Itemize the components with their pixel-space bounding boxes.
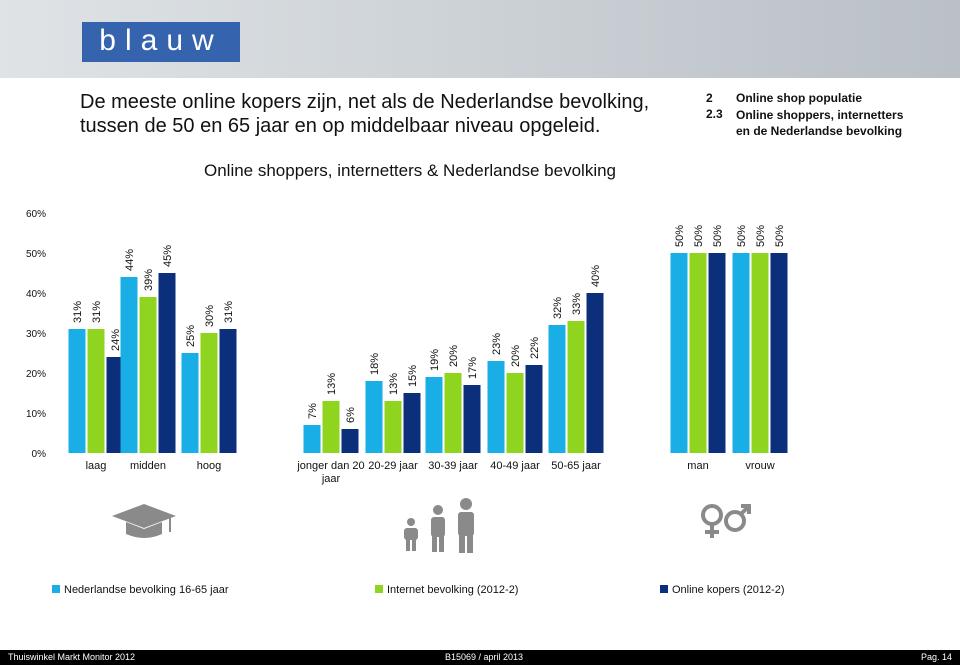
value-label: 44%: [124, 249, 136, 271]
value-label: 39%: [143, 269, 155, 291]
bar: [567, 321, 585, 453]
bar: [525, 365, 543, 453]
value-label: 23%: [491, 333, 503, 355]
y-tick-label: 60%: [26, 209, 46, 220]
value-label: 15%: [407, 365, 419, 387]
value-label: 6%: [345, 407, 357, 423]
value-label: 13%: [326, 373, 338, 395]
footer-left: Thuiswinkel Markt Monitor 2012: [8, 652, 136, 662]
bar: [586, 293, 604, 453]
value-label: 50%: [674, 225, 686, 247]
age-icon: [404, 498, 474, 553]
value-label: 50%: [693, 225, 705, 247]
value-label: 50%: [736, 225, 748, 247]
bar: [120, 277, 138, 453]
value-label: 31%: [223, 301, 235, 323]
value-label: 40%: [590, 265, 602, 287]
y-tick-label: 30%: [26, 329, 46, 340]
section-title: Online shop populatie: [736, 91, 862, 105]
value-label: 7%: [307, 403, 319, 419]
value-label: 19%: [429, 349, 441, 371]
value-label: 20%: [510, 345, 522, 367]
subsection-number: 2.3: [706, 107, 723, 121]
bar: [365, 381, 383, 453]
value-label: 17%: [467, 357, 479, 379]
value-label: 33%: [571, 293, 583, 315]
value-label: 13%: [388, 373, 400, 395]
bar: [487, 361, 505, 453]
bar: [68, 329, 86, 453]
bar: [139, 297, 157, 453]
value-label: 30%: [204, 305, 216, 327]
bar: [689, 253, 707, 453]
bar: [751, 253, 769, 453]
bar: [341, 429, 359, 453]
bar: [106, 357, 124, 453]
bar: [158, 273, 176, 453]
x-tick-label: laag: [85, 460, 107, 472]
bar: [770, 253, 788, 453]
bar: [322, 401, 340, 453]
bar: [200, 333, 218, 453]
bar: [732, 253, 750, 453]
y-tick-label: 50%: [26, 249, 46, 260]
y-tick-label: 20%: [26, 369, 46, 380]
value-label: 31%: [91, 301, 103, 323]
legend-label: Nederlandse bevolking 16-65 jaar: [64, 584, 229, 596]
y-tick-label: 10%: [26, 409, 46, 420]
value-label: 31%: [72, 301, 84, 323]
legend-swatch: [375, 585, 383, 593]
value-label: 45%: [162, 245, 174, 267]
bar: [384, 401, 402, 453]
x-tick-label: midden: [129, 460, 167, 472]
bar: [506, 373, 524, 453]
subsection-title: Online shoppers, internetters en de Nede…: [736, 108, 904, 138]
legend-swatch: [660, 585, 668, 593]
value-label: 18%: [369, 353, 381, 375]
bar: [708, 253, 726, 453]
footer-right: Pag. 14: [920, 652, 952, 662]
value-label: 20%: [448, 345, 460, 367]
legend-label: Online kopers (2012-2): [672, 584, 785, 596]
bar: [670, 253, 688, 453]
value-label: 24%: [110, 329, 122, 351]
bar: [425, 377, 443, 453]
x-tick-label: 20-29 jaar: [368, 460, 418, 472]
logo: blauw: [82, 22, 240, 62]
footer-center: B15069 / april 2013: [445, 652, 524, 662]
legend-swatch: [52, 585, 60, 593]
bar: [548, 325, 566, 453]
x-tick-label: vrouw: [745, 460, 775, 472]
section-number: 2: [706, 91, 713, 105]
x-tick-label: hoog: [196, 460, 222, 472]
x-tick-label: 30-39 jaar: [428, 460, 478, 472]
x-tick-label: jonger dan 20 jaar: [297, 460, 365, 485]
x-tick-label: 50-65 jaar: [551, 460, 601, 472]
bar: [219, 329, 237, 453]
bar: [87, 329, 105, 453]
y-tick-label: 0%: [32, 449, 47, 460]
value-label: 50%: [774, 225, 786, 247]
education-icon: [112, 504, 176, 538]
bar: [403, 393, 421, 453]
x-tick-label: man: [687, 460, 709, 472]
value-label: 50%: [755, 225, 767, 247]
bar: [444, 373, 462, 453]
bar: [181, 353, 199, 453]
chart-title: Online shoppers, internetters & Nederlan…: [204, 161, 616, 180]
gender-icon: [701, 504, 751, 538]
slide-title: De meeste online kopers zijn, net als de…: [80, 91, 650, 137]
y-tick-label: 40%: [26, 289, 46, 300]
x-tick-label: 40-49 jaar: [490, 460, 540, 472]
legend-label: Internet bevolking (2012-2): [387, 584, 518, 596]
value-label: 50%: [712, 225, 724, 247]
bar: [463, 385, 481, 453]
value-label: 22%: [529, 337, 541, 359]
footer-bar: [0, 650, 960, 665]
value-label: 32%: [552, 297, 564, 319]
value-label: 25%: [185, 325, 197, 347]
bar: [303, 425, 321, 453]
